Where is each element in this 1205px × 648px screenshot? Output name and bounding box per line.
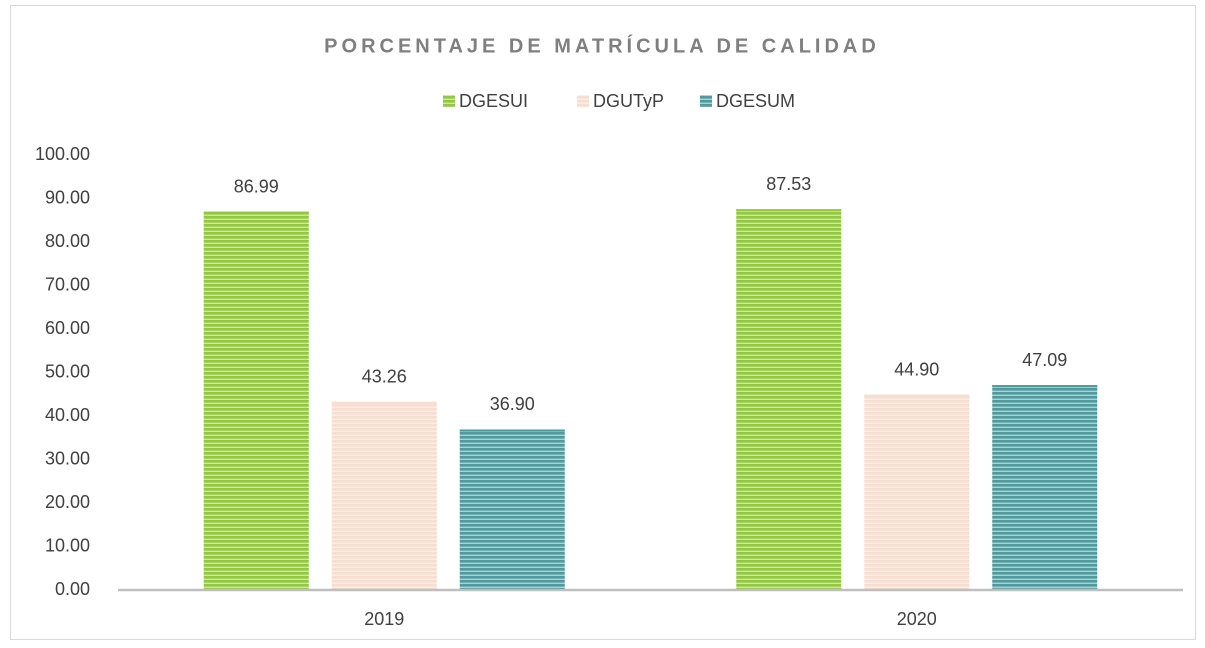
y-tick-label: 40.00 [45, 405, 90, 425]
legend-label: DGESUM [716, 91, 795, 111]
bar-top [331, 401, 437, 404]
bar [736, 209, 842, 590]
legend-swatch [700, 95, 712, 107]
bar-top [459, 429, 565, 432]
y-tick-label: 20.00 [45, 492, 90, 512]
y-tick-label: 10.00 [45, 535, 90, 555]
chart-title: PORCENTAJE DE MATRÍCULA DE CALIDAD [324, 34, 880, 57]
bar-top [736, 209, 842, 212]
data-label: 44.90 [894, 359, 939, 379]
y-tick-label: 0.00 [55, 579, 90, 599]
y-tick-label: 100.00 [35, 144, 90, 164]
x-tick-label: 2020 [897, 609, 937, 629]
legend-label: DGUTyP [593, 91, 664, 111]
y-tick-label: 90.00 [45, 187, 90, 207]
data-label: 87.53 [766, 174, 811, 194]
data-label: 47.09 [1022, 350, 1067, 370]
legend-swatch [443, 95, 455, 107]
bar [459, 429, 565, 590]
bar [331, 401, 437, 590]
bar [992, 385, 1098, 590]
x-tick-label: 2019 [364, 609, 404, 629]
legend-label: DGESUI [459, 91, 528, 111]
bar [864, 394, 970, 590]
bar-top [992, 385, 1098, 388]
data-label: 43.26 [362, 367, 407, 387]
bar-top [864, 394, 970, 397]
legend-swatch [577, 95, 589, 107]
y-tick-label: 80.00 [45, 231, 90, 251]
y-tick-label: 70.00 [45, 274, 90, 294]
data-label: 36.90 [490, 394, 535, 414]
bar-top [203, 211, 309, 214]
y-tick-label: 30.00 [45, 448, 90, 468]
bar [203, 211, 309, 590]
y-tick-label: 60.00 [45, 318, 90, 338]
y-tick-label: 50.00 [45, 361, 90, 381]
data-label: 86.99 [234, 176, 279, 196]
